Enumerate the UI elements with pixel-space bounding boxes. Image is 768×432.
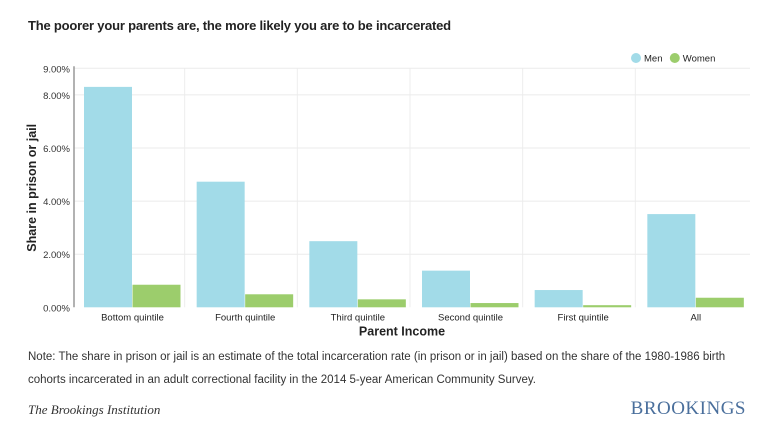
x-tick-label: Fourth quintile [215,312,275,323]
y-tick-label: 0.00% [43,303,70,314]
y-tick-label: 8.00% [43,91,70,102]
legend-label-women: Women [683,54,716,65]
x-tick-label: Second quintile [438,312,503,323]
source-label: The Brookings Institution [28,402,161,417]
x-tick-label: First quintile [558,312,609,323]
y-tick-label: 9.00% [43,64,70,75]
y-tick-label: 4.00% [43,197,70,208]
x-tick-label: Third quintile [331,312,385,323]
chart-note: Note: The share in prison or jail is an … [28,351,726,386]
bar-women [245,294,294,308]
bar-women [583,305,632,308]
chart-title: The poorer your parents are, the more li… [28,18,451,33]
bar-chart: 0.00% 2.00% 4.00% 6.00% 8.00% 9.00% Bottom qui… [25,53,750,338]
bar-women [695,297,744,308]
bar-men [534,290,583,308]
x-tick-label: Bottom quintile [101,312,164,323]
bar-women [132,284,181,308]
y-tick-label: 6.00% [43,144,70,155]
bar-men [84,86,132,308]
bar-men [647,214,696,308]
bar-women [470,303,519,308]
legend-label-men: Men [644,54,662,65]
y-tick-label: 2.00% [43,250,70,261]
x-tick-label: All [691,312,702,323]
legend-swatch-women [669,53,680,63]
x-axis-title: Parent Income [359,324,445,338]
bar-men [196,181,245,308]
y-axis-title: Share in prison or jail [25,124,39,252]
legend-swatch-men [631,53,641,63]
brookings-logo: BROOKINGS [630,398,746,419]
bar-women [357,299,406,308]
bar-men [422,270,470,308]
bar-men [309,241,358,308]
